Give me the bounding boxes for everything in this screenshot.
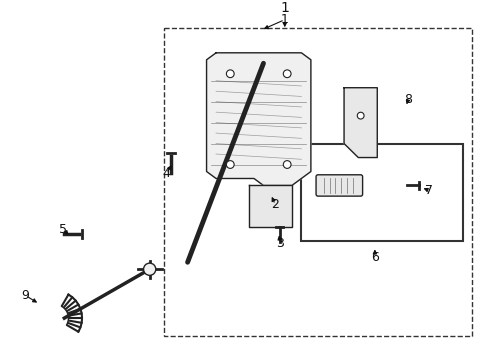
- Circle shape: [357, 112, 364, 119]
- Text: 8: 8: [403, 94, 411, 107]
- Circle shape: [283, 161, 290, 168]
- Text: 1: 1: [280, 1, 288, 15]
- Circle shape: [283, 70, 290, 78]
- Circle shape: [226, 161, 234, 168]
- FancyBboxPatch shape: [315, 175, 362, 196]
- Text: 2: 2: [271, 198, 279, 211]
- Text: 6: 6: [370, 251, 378, 264]
- Polygon shape: [206, 53, 310, 185]
- Text: 5: 5: [59, 222, 67, 235]
- Circle shape: [143, 263, 156, 275]
- Polygon shape: [249, 185, 291, 228]
- Text: 9: 9: [21, 289, 29, 302]
- Text: 7: 7: [425, 184, 432, 197]
- Circle shape: [226, 70, 234, 78]
- Text: 4: 4: [162, 167, 170, 180]
- Text: 1: 1: [280, 13, 288, 26]
- Text: 3: 3: [276, 237, 284, 249]
- Polygon shape: [344, 88, 377, 158]
